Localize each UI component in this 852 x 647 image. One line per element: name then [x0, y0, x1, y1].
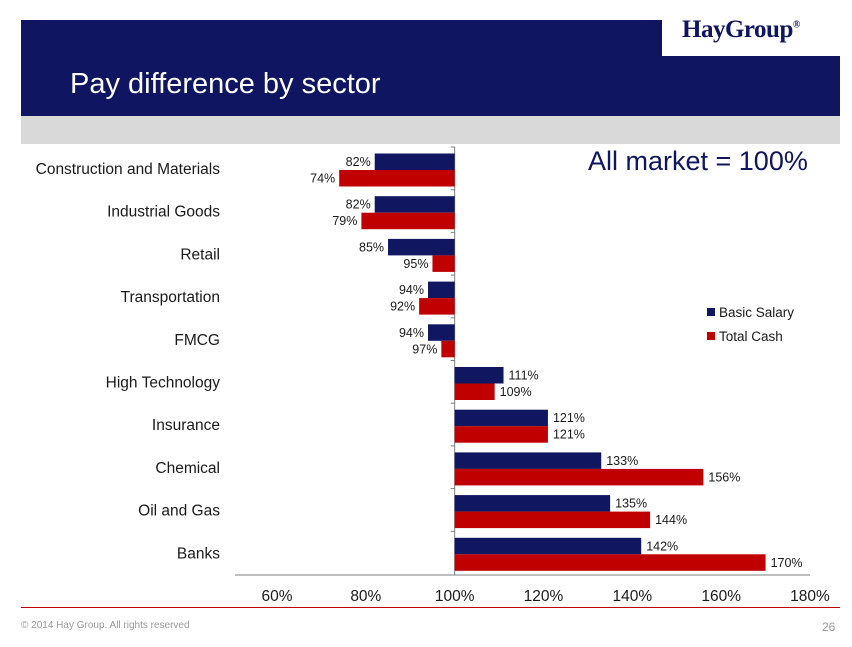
- bar-total-cash: [441, 340, 455, 358]
- data-label: 170%: [771, 556, 803, 570]
- data-label: 79%: [332, 214, 357, 228]
- data-label: 85%: [359, 240, 384, 254]
- x-tick-label: 120%: [524, 588, 564, 605]
- data-label: 121%: [553, 428, 585, 442]
- bar-total-cash: [454, 468, 704, 486]
- data-label: 97%: [412, 342, 437, 356]
- category-label: Insurance: [152, 417, 220, 434]
- data-label: 92%: [390, 300, 415, 314]
- bar-basic-salary: [454, 495, 611, 512]
- bar-total-cash: [361, 212, 455, 230]
- logo-box: [662, 12, 840, 56]
- bar-basic-salary: [374, 196, 455, 213]
- bar-total-cash: [454, 426, 548, 443]
- data-label: 95%: [403, 257, 428, 271]
- data-label: 135%: [615, 497, 647, 511]
- bar-total-cash: [339, 170, 455, 187]
- data-label: 74%: [310, 172, 335, 186]
- data-label: 94%: [399, 283, 424, 297]
- copyright-text: © 2014 Hay Group. All rights reserved: [21, 620, 190, 631]
- bar-basic-salary: [454, 452, 602, 469]
- all-market-note: All market = 100%: [588, 146, 808, 176]
- data-label: 133%: [606, 454, 638, 468]
- bar-basic-salary: [454, 537, 642, 555]
- bar-total-cash: [454, 383, 495, 400]
- page-title: Pay difference by sector: [70, 68, 381, 100]
- data-label: 82%: [346, 198, 371, 212]
- legend-label: Basic Salary: [719, 305, 794, 320]
- bar-total-cash: [419, 298, 455, 315]
- legend-label: Total Cash: [719, 329, 783, 344]
- data-label: 111%: [509, 369, 539, 383]
- data-label: 94%: [399, 326, 424, 340]
- subheader-band: [21, 116, 840, 144]
- page-number: 26: [822, 620, 836, 634]
- category-label: High Technology: [106, 375, 221, 392]
- x-tick-label: 60%: [261, 588, 292, 605]
- bar-basic-salary: [374, 153, 455, 170]
- bar-basic-salary: [388, 238, 455, 256]
- legend-swatch-total-cash: [707, 332, 715, 340]
- bar-total-cash: [432, 255, 455, 272]
- data-label: 144%: [655, 513, 687, 527]
- x-tick-label: 180%: [790, 588, 830, 605]
- bar-basic-salary: [428, 324, 455, 341]
- category-label: Chemical: [155, 460, 220, 477]
- bar-basic-salary: [454, 367, 504, 384]
- data-label: 142%: [646, 539, 678, 553]
- bar-basic-salary: [454, 409, 548, 427]
- x-tick-label: 140%: [613, 588, 653, 605]
- x-tick-label: 160%: [701, 588, 741, 605]
- data-label: 121%: [553, 411, 585, 425]
- legend-swatch-basic-salary: [707, 308, 715, 316]
- bar-total-cash: [454, 554, 766, 571]
- category-label: Retail: [180, 246, 220, 263]
- haygroup-logo: HayGroup®: [682, 16, 800, 43]
- bar-basic-salary: [428, 281, 455, 299]
- data-label: 82%: [346, 155, 371, 169]
- bar-total-cash: [454, 511, 651, 529]
- category-label: FMCG: [174, 332, 220, 349]
- category-label: Transportation: [121, 289, 220, 306]
- footer-divider: [21, 607, 840, 608]
- x-tick-label: 100%: [435, 588, 475, 605]
- category-label: Banks: [177, 545, 220, 562]
- category-label: Construction and Materials: [36, 161, 221, 178]
- category-label: Industrial Goods: [107, 204, 220, 221]
- data-label: 109%: [500, 385, 532, 399]
- data-label: 156%: [708, 470, 740, 484]
- category-label: Oil and Gas: [138, 503, 220, 520]
- x-tick-label: 80%: [350, 588, 381, 605]
